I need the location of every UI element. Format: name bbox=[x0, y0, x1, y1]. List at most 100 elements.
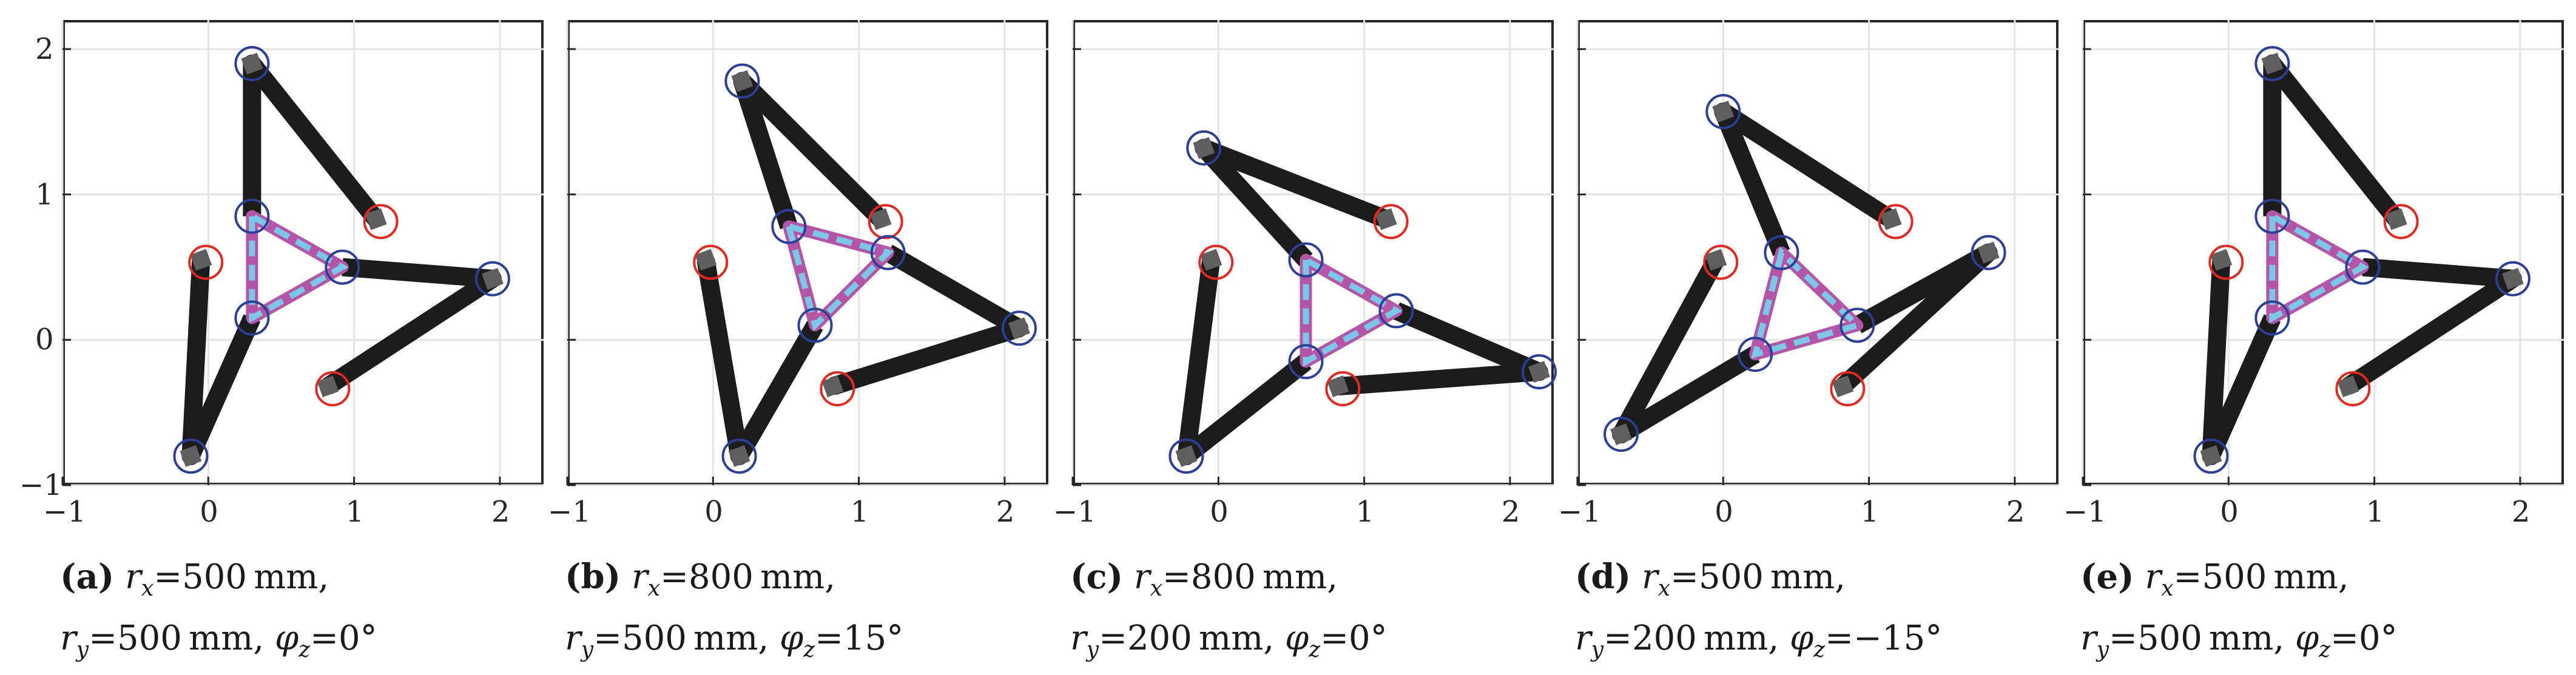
caption-label: (d) bbox=[1575, 557, 1631, 597]
leg-link-2 bbox=[696, 258, 823, 466]
base-joint-2 bbox=[188, 244, 224, 280]
elbow-joint-square bbox=[2501, 267, 2524, 290]
platform-joint-3 bbox=[1839, 307, 1875, 343]
caption-rx: 500 bbox=[182, 557, 247, 597]
leg-link-2 bbox=[2202, 259, 2281, 466]
base-joint-3 bbox=[1325, 371, 1361, 407]
x-tick-label: 2 bbox=[491, 495, 510, 529]
platform-joint-2 bbox=[797, 307, 833, 343]
base-joint-square bbox=[2210, 249, 2233, 271]
platform-joint-2 bbox=[234, 300, 270, 336]
caption-label: (a) bbox=[60, 557, 115, 597]
caption-label: (e) bbox=[2080, 557, 2134, 597]
x-tick-label: 1 bbox=[2365, 495, 2385, 529]
caption-label: (b) bbox=[565, 557, 621, 597]
base-joint-1 bbox=[868, 204, 903, 240]
caption-rx: 500 bbox=[1698, 557, 1764, 597]
platform-joint-3 bbox=[1378, 293, 1414, 329]
platform-joint-1 bbox=[771, 209, 807, 244]
platform-dashed-outline bbox=[1751, 246, 1864, 359]
elbow-joint-square bbox=[1008, 317, 1030, 340]
leg-link-1 bbox=[1714, 102, 1896, 257]
caption-unit: mm bbox=[1263, 557, 1327, 597]
elbow-joint-1 bbox=[724, 63, 760, 99]
x-tick-label: 0 bbox=[200, 495, 218, 529]
base-joint-square bbox=[190, 249, 212, 271]
base-joint-square bbox=[1200, 249, 1222, 271]
plot-axes-a bbox=[62, 20, 544, 485]
elbow-joint-square bbox=[1175, 445, 1198, 468]
x-tick-label: 1 bbox=[1355, 495, 1375, 529]
platform-dashed-outline bbox=[2269, 211, 2369, 323]
elbow-joint-square bbox=[1712, 101, 1735, 123]
caption-phi: −15° bbox=[1853, 619, 1943, 659]
elbow-joint-2 bbox=[1603, 417, 1639, 452]
y-tick-label: 0 bbox=[35, 323, 54, 357]
elbow-joint-square bbox=[241, 52, 263, 75]
base-joint-1 bbox=[363, 204, 399, 240]
caption-unit: mm bbox=[760, 557, 825, 597]
caption-phi: 0° bbox=[339, 619, 377, 659]
base-joint-2 bbox=[1703, 244, 1739, 280]
base-joint-2 bbox=[693, 244, 729, 280]
platform-joint-2 bbox=[1288, 344, 1324, 380]
caption-phi: 0° bbox=[2359, 619, 2398, 659]
x-tick-label: −1 bbox=[1558, 495, 1601, 529]
plot-area-a bbox=[61, 20, 544, 486]
caption-e: (e) rx=500 mm, ry=500 mm, φz=0° bbox=[2080, 557, 2398, 663]
base-joint-square bbox=[1832, 375, 1854, 397]
x-tick-label: −1 bbox=[2063, 495, 2106, 529]
caption-unit: mm bbox=[1770, 557, 1835, 597]
elbow-joint-square bbox=[481, 267, 504, 290]
x-tick-label: 2 bbox=[2006, 495, 2025, 529]
platform-joint-2 bbox=[1738, 337, 1773, 372]
leg-link-1 bbox=[1195, 138, 1390, 266]
y-tick-label: 1 bbox=[35, 177, 54, 212]
platform-dashed-outline bbox=[249, 211, 349, 323]
base-joint-1 bbox=[1878, 204, 1913, 240]
elbow-joint-square bbox=[1193, 136, 1215, 159]
caption-phi: 0° bbox=[1349, 619, 1387, 659]
caption-unit: mm bbox=[1199, 619, 1264, 659]
platform-joint-1 bbox=[1288, 242, 1324, 278]
x-tick-label: 2 bbox=[2511, 495, 2530, 529]
base-joint-square bbox=[2337, 375, 2359, 397]
x-tick-label: 1 bbox=[1860, 495, 1880, 529]
base-joint-3 bbox=[315, 371, 351, 407]
base-joint-square bbox=[2385, 208, 2407, 230]
plot-area-c bbox=[1071, 20, 1557, 486]
platform-triangle bbox=[1300, 254, 1403, 368]
elbow-joint-1 bbox=[1186, 130, 1222, 166]
caption-ry: 200 bbox=[1127, 619, 1192, 659]
caption-phi: 15° bbox=[843, 619, 904, 659]
elbow-joint-3 bbox=[2495, 261, 2530, 297]
leg-link-2 bbox=[1177, 258, 1312, 466]
base-joint-1 bbox=[2383, 204, 2419, 240]
x-tick-label: 0 bbox=[1715, 495, 1733, 529]
base-joint-2 bbox=[2208, 244, 2244, 280]
platform-joint-1 bbox=[234, 198, 270, 234]
base-joint-square bbox=[317, 375, 339, 397]
plot-axes-c bbox=[1073, 20, 1554, 485]
x-tick-label: −1 bbox=[1053, 495, 1096, 529]
base-joint-square bbox=[1327, 375, 1349, 397]
platform-joint-3 bbox=[2345, 249, 2381, 285]
elbow-joint-square bbox=[2200, 445, 2222, 468]
elbow-joint-3 bbox=[1521, 354, 1557, 390]
elbow-joint-1 bbox=[2254, 45, 2290, 81]
leg-link-1 bbox=[2263, 54, 2404, 225]
caption-ry: 500 bbox=[117, 619, 182, 659]
caption-unit: mm bbox=[254, 557, 319, 597]
x-tick-label: −1 bbox=[43, 495, 86, 529]
caption-unit: mm bbox=[189, 619, 254, 659]
leg-link-1 bbox=[733, 72, 888, 229]
elbow-joint-2 bbox=[2193, 438, 2229, 474]
leg-link-2 bbox=[1612, 255, 1760, 444]
caption-rx: 800 bbox=[1190, 557, 1256, 597]
platform-dashed-outline bbox=[1303, 254, 1403, 367]
x-tick-label: 2 bbox=[1501, 495, 1520, 529]
base-joint-3 bbox=[2335, 371, 2371, 407]
platform-triangle bbox=[2266, 210, 2369, 324]
elbow-joint-square bbox=[2261, 52, 2284, 75]
